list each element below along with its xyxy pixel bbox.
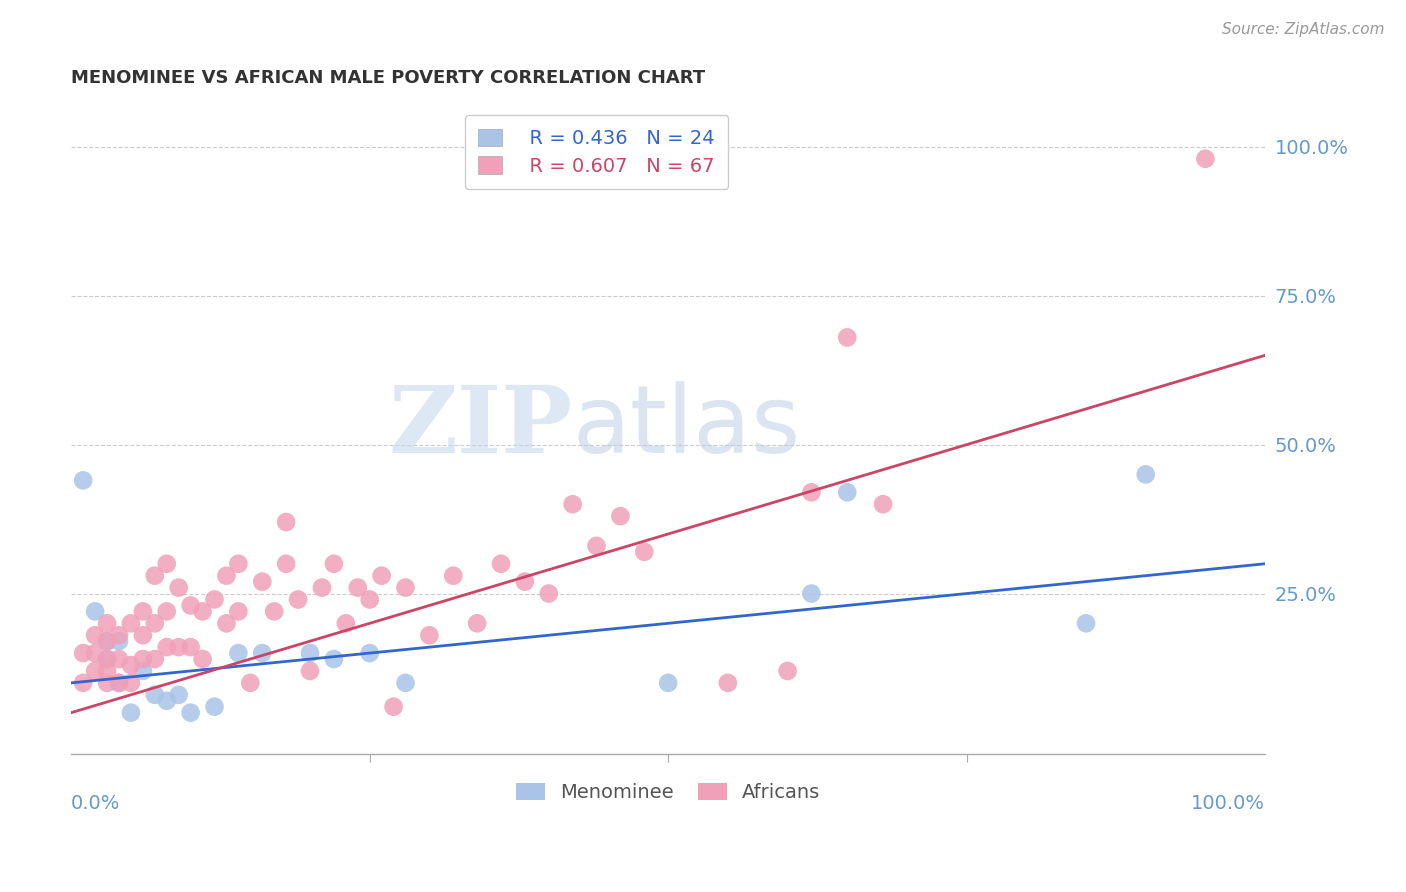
Point — [800, 485, 823, 500]
Point — [215, 616, 238, 631]
Point — [108, 676, 131, 690]
Point — [359, 592, 381, 607]
Point — [108, 652, 131, 666]
Point — [96, 652, 118, 666]
Point — [96, 676, 118, 690]
Text: Source: ZipAtlas.com: Source: ZipAtlas.com — [1222, 22, 1385, 37]
Point — [322, 652, 344, 666]
Point — [72, 474, 94, 488]
Point — [346, 581, 368, 595]
Point — [609, 509, 631, 524]
Text: ZIP: ZIP — [388, 382, 572, 472]
Point — [287, 592, 309, 607]
Point — [132, 604, 155, 618]
Point — [359, 646, 381, 660]
Text: atlas: atlas — [572, 381, 801, 473]
Point — [800, 586, 823, 600]
Point — [120, 616, 142, 631]
Point — [252, 574, 274, 589]
Point — [298, 646, 321, 660]
Point — [96, 634, 118, 648]
Point — [657, 676, 679, 690]
Point — [418, 628, 440, 642]
Point — [276, 557, 298, 571]
Point — [215, 568, 238, 582]
Point — [298, 664, 321, 678]
Point — [191, 652, 214, 666]
Point — [120, 676, 142, 690]
Point — [96, 634, 118, 648]
Point — [120, 706, 142, 720]
Point — [228, 604, 250, 618]
Point — [1074, 616, 1097, 631]
Point — [96, 652, 118, 666]
Point — [561, 497, 583, 511]
Point — [72, 676, 94, 690]
Point — [837, 485, 859, 500]
Point — [180, 599, 202, 613]
Point — [633, 545, 655, 559]
Point — [263, 604, 285, 618]
Point — [322, 557, 344, 571]
Point — [335, 616, 357, 631]
Point — [837, 330, 859, 344]
Point — [204, 592, 226, 607]
Point — [872, 497, 894, 511]
Point — [191, 604, 214, 618]
Point — [143, 652, 166, 666]
Point — [84, 664, 107, 678]
Point — [311, 581, 333, 595]
Point — [717, 676, 740, 690]
Point — [96, 664, 118, 678]
Point — [167, 640, 190, 654]
Legend: Menominee, Africans: Menominee, Africans — [508, 775, 828, 810]
Point — [228, 646, 250, 660]
Point — [489, 557, 512, 571]
Point — [84, 646, 107, 660]
Point — [143, 568, 166, 582]
Point — [132, 652, 155, 666]
Point — [72, 646, 94, 660]
Point — [96, 616, 118, 631]
Point — [394, 676, 416, 690]
Text: MENOMINEE VS AFRICAN MALE POVERTY CORRELATION CHART: MENOMINEE VS AFRICAN MALE POVERTY CORREL… — [72, 69, 706, 87]
Text: 0.0%: 0.0% — [72, 794, 121, 813]
Point — [441, 568, 464, 582]
Point — [252, 646, 274, 660]
Point — [394, 581, 416, 595]
Point — [120, 658, 142, 673]
Point — [180, 706, 202, 720]
Text: 100.0%: 100.0% — [1191, 794, 1265, 813]
Point — [537, 586, 560, 600]
Point — [585, 539, 607, 553]
Point — [465, 616, 488, 631]
Point — [204, 699, 226, 714]
Point — [156, 557, 179, 571]
Point — [228, 557, 250, 571]
Point — [382, 699, 405, 714]
Point — [370, 568, 392, 582]
Point — [156, 640, 179, 654]
Point — [1135, 467, 1157, 482]
Point — [143, 688, 166, 702]
Point — [239, 676, 262, 690]
Point — [180, 640, 202, 654]
Point — [156, 604, 179, 618]
Point — [132, 664, 155, 678]
Point — [167, 688, 190, 702]
Point — [108, 634, 131, 648]
Point — [84, 604, 107, 618]
Point — [143, 616, 166, 631]
Point — [156, 694, 179, 708]
Point — [108, 628, 131, 642]
Point — [513, 574, 536, 589]
Point — [776, 664, 799, 678]
Point — [167, 581, 190, 595]
Point — [276, 515, 298, 529]
Point — [84, 628, 107, 642]
Point — [108, 676, 131, 690]
Point — [132, 628, 155, 642]
Point — [1194, 152, 1216, 166]
